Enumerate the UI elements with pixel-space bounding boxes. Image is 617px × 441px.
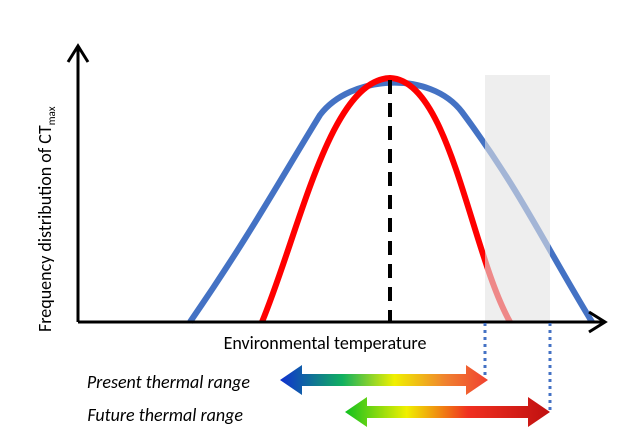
present-range-label: Present thermal range [87,371,251,393]
future-range-label: Future thermal range [87,404,243,426]
y-axis-label-main: Frequency distribution of CT [34,125,56,332]
y-axis-label-subscript: max [45,106,58,125]
shaded-band [485,75,550,322]
x-axis-label: Environmental temperature [224,332,427,354]
y-axis-label: Frequency distribution of CTmax [34,106,58,332]
narrow-curve [259,74,513,324]
y-axis-arrow [66,43,90,63]
present-range-arrow [280,365,488,395]
x-axis-arrow [588,310,608,334]
future-range-arrow [345,397,550,427]
